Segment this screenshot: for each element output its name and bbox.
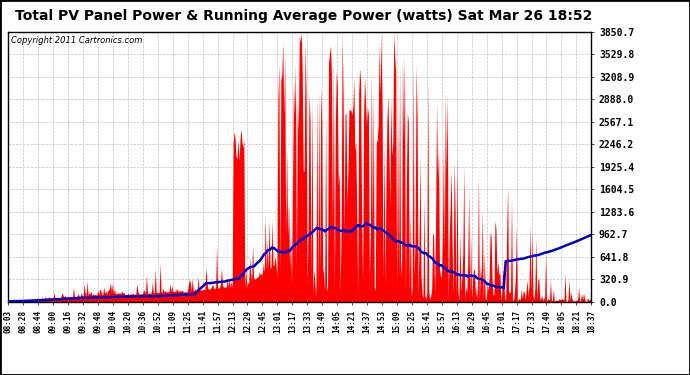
Text: Copyright 2011 Cartronics.com: Copyright 2011 Cartronics.com	[11, 36, 143, 45]
Text: Total PV Panel Power & Running Average Power (watts) Sat Mar 26 18:52: Total PV Panel Power & Running Average P…	[15, 9, 592, 23]
